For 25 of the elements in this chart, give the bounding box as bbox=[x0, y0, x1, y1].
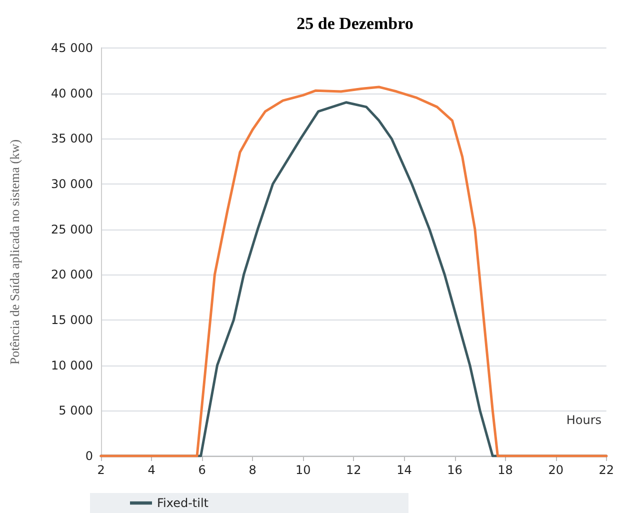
x-tick-label: 6 bbox=[198, 463, 206, 477]
y-tick-label: 5 000 bbox=[58, 404, 93, 418]
legend-label: Fixed-tilt bbox=[157, 496, 209, 510]
x-tick-label: 16 bbox=[447, 463, 462, 477]
x-tick-label: 12 bbox=[346, 463, 362, 477]
y-tick-label: 30 000 bbox=[51, 177, 93, 191]
x-tick-label: 20 bbox=[548, 463, 564, 477]
y-tick-label: 25 000 bbox=[51, 222, 93, 236]
x-tick-label: 4 bbox=[148, 463, 156, 477]
x-tick-label: 10 bbox=[296, 463, 311, 477]
y-tick-label: 40 000 bbox=[51, 86, 93, 100]
y-tick-label: 10 000 bbox=[51, 358, 93, 372]
x-tick-label: 22 bbox=[598, 463, 614, 477]
y-tick-label: 45 000 bbox=[51, 41, 93, 55]
x-tick-label: 14 bbox=[396, 463, 412, 477]
y-tick-label: 0 bbox=[85, 449, 93, 463]
x-tick-label: 8 bbox=[248, 463, 256, 477]
x-tick-label: 18 bbox=[498, 463, 513, 477]
y-tick-label: 35 000 bbox=[51, 132, 93, 146]
y-tick-label: 20 000 bbox=[51, 268, 93, 282]
y-tick-label: 15 000 bbox=[51, 313, 93, 327]
y-axis-title: Potência de Saída aplicada no sistema (kw) bbox=[7, 139, 22, 365]
x-axis-title: Hours bbox=[566, 413, 602, 427]
chart-title: 25 de Dezembro bbox=[296, 14, 414, 33]
x-tick-label: 2 bbox=[97, 463, 105, 477]
